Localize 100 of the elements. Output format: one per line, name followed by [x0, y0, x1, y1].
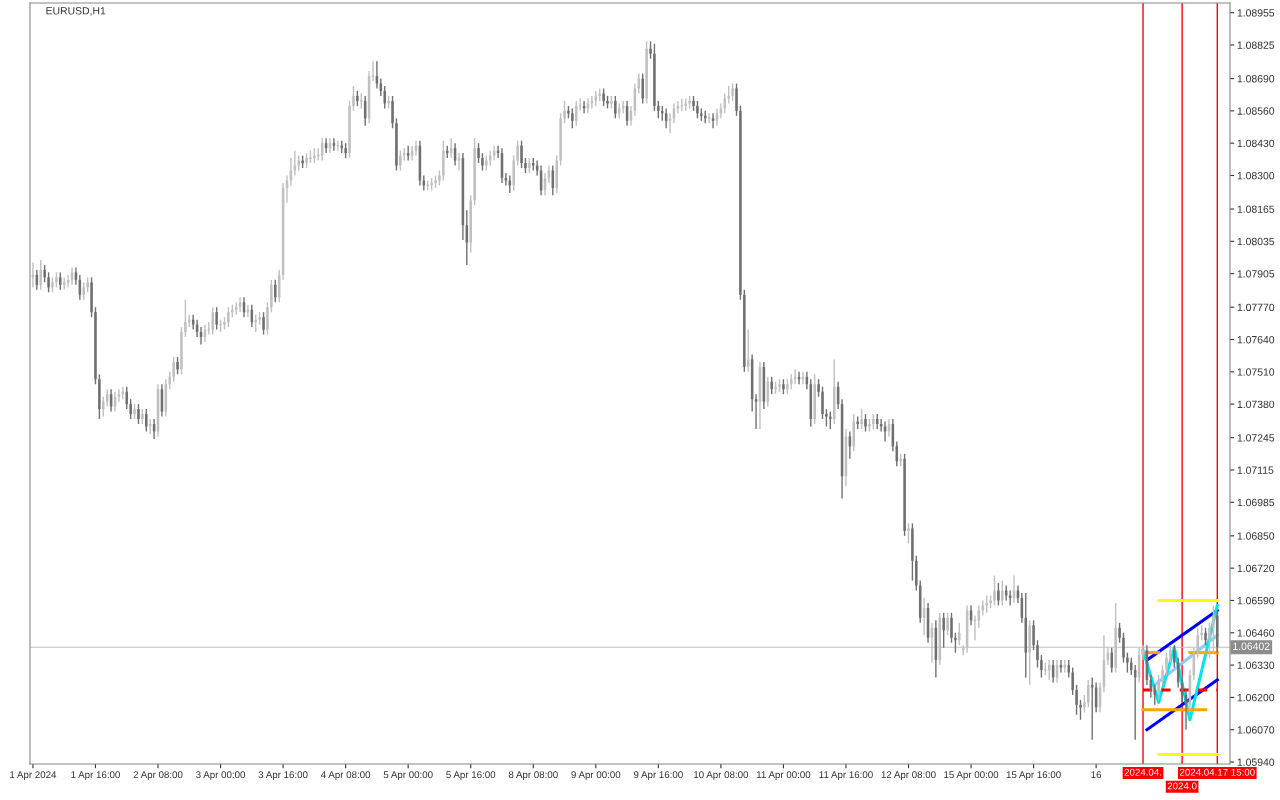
x-tick-label: 8 Apr 08:00 — [508, 771, 558, 781]
candlestick — [356, 90, 359, 107]
candlestick — [430, 177, 433, 192]
y-tick-label: 1.07245 — [1237, 434, 1275, 442]
candlestick — [711, 112, 715, 129]
candlestick — [344, 142, 347, 159]
candlestick — [649, 40, 652, 60]
candlestick — [1204, 627, 1207, 646]
y-tick-label: 1.06720 — [1237, 564, 1275, 573]
candlestick — [47, 271, 50, 293]
candlestick — [692, 95, 695, 112]
x-tick-label: 9 Apr 00:00 — [571, 771, 621, 781]
candlestick — [1059, 659, 1063, 674]
y-tick-label: 1.08300 — [1237, 171, 1275, 180]
candlestick — [942, 612, 945, 649]
candlestick — [700, 107, 703, 122]
x-tick-label: 10 Apr 08:00 — [694, 771, 749, 781]
y-tick-label: 1.06590 — [1237, 596, 1275, 605]
candlestick — [1200, 624, 1203, 641]
x-tick-label: 1 Apr 2024 — [10, 771, 57, 781]
candlestick — [137, 403, 140, 425]
candlestick — [571, 107, 574, 129]
candlestick — [645, 40, 648, 105]
candlestick — [305, 152, 308, 169]
candlestick — [481, 152, 484, 172]
candlestick — [1079, 699, 1082, 721]
candlestick — [473, 137, 476, 206]
candlestick — [516, 139, 519, 167]
candlestick — [176, 356, 179, 375]
candlestick — [860, 408, 863, 430]
y-tick-label: 1.08560 — [1237, 107, 1275, 115]
candlestick — [1122, 632, 1125, 664]
y-tick-label: 1.07115 — [1237, 466, 1274, 474]
y-tick-label: 1.08825 — [1237, 41, 1275, 49]
candlestick — [1083, 694, 1086, 714]
candlestick — [778, 378, 781, 393]
candlestick — [567, 105, 570, 120]
candlestick — [180, 326, 183, 375]
candlestick — [301, 154, 304, 169]
candlestick — [98, 373, 101, 420]
candlestick — [39, 259, 43, 291]
y-tick-label: 1.08165 — [1237, 205, 1275, 213]
candlestick — [172, 356, 175, 383]
candlestick — [1118, 622, 1121, 644]
candlestick — [442, 139, 445, 182]
candlestick — [94, 306, 97, 385]
candlestick — [274, 279, 277, 303]
candlestick — [90, 276, 93, 318]
candlestick — [395, 117, 398, 172]
y-tick-label: 1.07510 — [1237, 368, 1275, 376]
y-tick-label: 1.07640 — [1237, 336, 1275, 344]
x-tick-label: 12 Apr 08:00 — [881, 771, 936, 781]
candlestick — [234, 301, 238, 316]
candlestick — [606, 95, 609, 110]
y-tick-label: 1.08430 — [1237, 139, 1275, 148]
candlestick — [1110, 646, 1114, 674]
candlestick — [641, 72, 644, 105]
candlestick — [117, 388, 121, 403]
candlestick — [102, 395, 105, 418]
y-tick-label: 1.06070 — [1237, 726, 1275, 734]
x-tick-label: 4 Apr 08:00 — [320, 771, 371, 781]
x-tick-label: 1 Apr 16:00 — [71, 771, 120, 781]
candlestick — [1032, 619, 1035, 651]
candlestick — [574, 100, 578, 127]
candlestick — [211, 306, 215, 336]
y-tick-label: 1.07770 — [1237, 303, 1275, 312]
candlestick — [829, 410, 832, 430]
candlestick — [51, 276, 54, 293]
ref-line-label: 1.06402 — [1233, 642, 1270, 650]
candlestick — [563, 100, 566, 124]
candlestick — [786, 378, 789, 395]
y-tick-label: 1.06850 — [1237, 532, 1275, 540]
candlestick — [477, 142, 480, 164]
candlestick — [438, 169, 441, 187]
candlestick — [223, 316, 226, 331]
candlestick — [774, 381, 777, 395]
candlestick — [907, 522, 910, 545]
x-tick-label: 5 Apr 00:00 — [383, 771, 433, 781]
y-tick-label: 1.06985 — [1237, 498, 1275, 507]
x-tick-label: 2024.04.17 15:00 — [1179, 768, 1255, 776]
candlestick — [348, 100, 351, 159]
candlestick — [215, 306, 218, 331]
x-tick-label: 15 Apr 16:00 — [1006, 771, 1061, 781]
y-tick-label: 1.08035 — [1237, 237, 1275, 246]
candlestick — [1173, 644, 1176, 669]
candlestick — [145, 408, 148, 433]
candlestick — [262, 311, 265, 336]
candlestick — [332, 137, 336, 152]
candlestick — [141, 408, 144, 425]
candlestick — [903, 453, 906, 537]
candlestick — [133, 403, 136, 420]
x-tick-label: 11 Apr 00:00 — [756, 771, 811, 781]
candlestick — [86, 276, 89, 293]
candlestick — [485, 154, 488, 172]
chart-title: EURUSD,H1 — [46, 7, 106, 16]
candlestick — [610, 95, 613, 110]
candlestick — [1008, 589, 1012, 607]
candlestick — [950, 612, 953, 644]
candlestick — [1087, 679, 1090, 709]
candlestick — [1165, 651, 1168, 676]
